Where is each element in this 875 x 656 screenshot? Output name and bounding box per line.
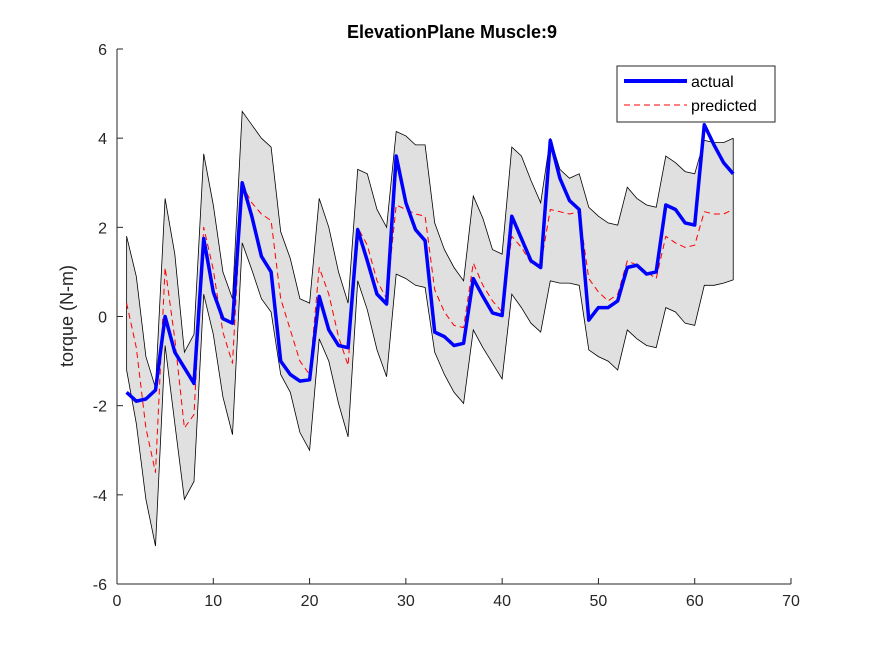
y-tick-label: -6 xyxy=(93,577,107,594)
y-tick-label: 4 xyxy=(98,131,107,148)
x-tick-label: 20 xyxy=(301,593,319,610)
legend-actual-label: actual xyxy=(691,74,734,91)
y-tick-label: 2 xyxy=(98,220,107,237)
x-tick-label: 60 xyxy=(686,593,704,610)
band-lower-line xyxy=(126,242,734,547)
x-tick-label: 70 xyxy=(782,593,800,610)
series-lines xyxy=(125,123,735,473)
y-axis-ticks: -6 -4 -2 0 2 4 6 xyxy=(93,42,123,594)
series-actual-line xyxy=(125,123,735,403)
x-tick-label: 10 xyxy=(204,593,222,610)
x-tick-label: 30 xyxy=(397,593,415,610)
x-axis-ticks: 0 10 20 30 40 50 60 70 xyxy=(113,578,800,610)
y-axis-label: torque (N-m) xyxy=(57,265,77,367)
series-predicted-line xyxy=(126,184,734,473)
plot-area xyxy=(125,110,735,547)
y-tick-label: -4 xyxy=(93,488,107,505)
x-tick-label: 0 xyxy=(113,593,122,610)
legend: actual predicted xyxy=(616,65,776,123)
x-tick-label: 40 xyxy=(493,593,511,610)
y-tick-label: 6 xyxy=(98,42,107,59)
legend-box xyxy=(616,65,776,123)
chart-title: ElevationPlane Muscle:9 xyxy=(347,22,557,42)
axes: 0 10 20 30 40 50 60 70 -6 -4 -2 0 2 4 6 xyxy=(93,42,800,610)
y-tick-label: -2 xyxy=(93,399,107,416)
y-tick-label: 0 xyxy=(98,310,107,327)
band-upper-line xyxy=(126,110,734,388)
legend-predicted-label: predicted xyxy=(691,98,757,115)
x-tick-label: 50 xyxy=(590,593,608,610)
